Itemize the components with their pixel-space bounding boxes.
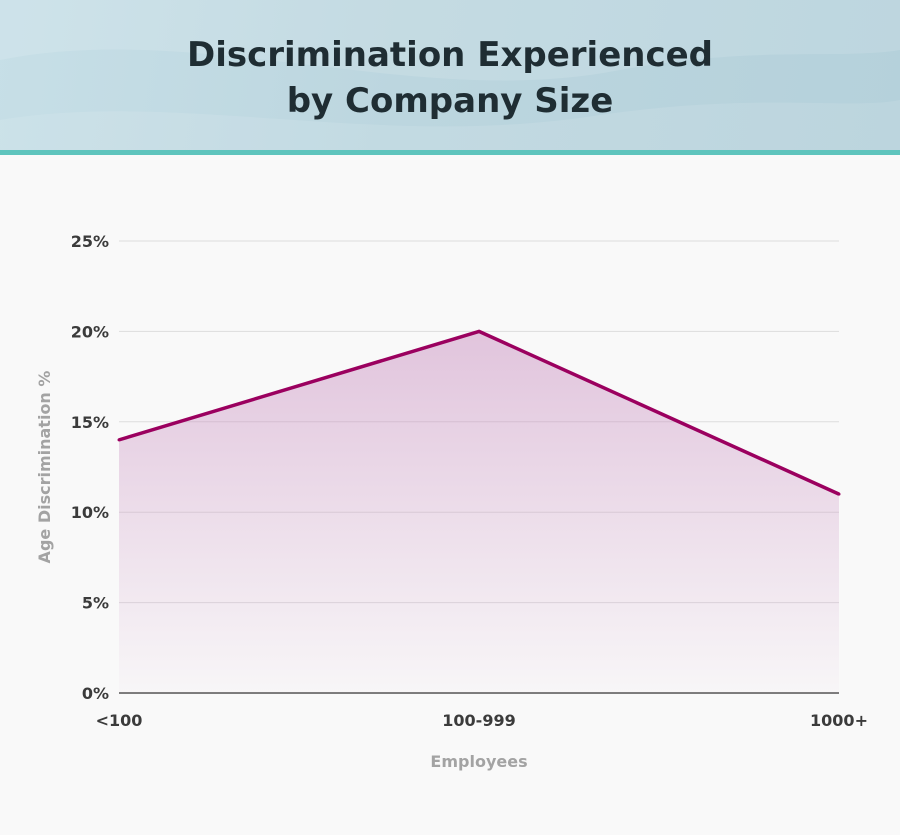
x-axis-ticks: <100 100-999 1000+ — [96, 711, 868, 730]
area-fill — [119, 331, 839, 693]
header-wave-decoration — [0, 0, 900, 150]
y-tick-label: 0% — [82, 684, 109, 703]
header-accent-rule — [0, 150, 900, 155]
x-tick-label: 100-999 — [442, 711, 515, 730]
x-tick-label: 1000+ — [810, 711, 868, 730]
data-point — [117, 438, 121, 442]
y-tick-label: 10% — [71, 503, 109, 522]
y-tick-label: 25% — [71, 232, 109, 251]
x-axis-title: Employees — [430, 752, 527, 771]
y-axis-title: Age Discrimination % — [35, 371, 54, 564]
y-tick-label: 5% — [82, 594, 109, 613]
y-tick-label: 15% — [71, 413, 109, 432]
area-series — [117, 329, 841, 693]
y-tick-label: 20% — [71, 322, 109, 341]
y-axis-ticks: 0% 5% 10% 15% 20% 25% — [71, 232, 109, 703]
page-title: Discrimination Experienced by Company Si… — [0, 32, 900, 124]
title-line-1: Discrimination Experienced — [186, 35, 714, 75]
header-banner: Discrimination Experienced by Company Si… — [0, 0, 900, 150]
title-line-2: by Company Size — [286, 81, 614, 121]
x-tick-label: <100 — [96, 711, 143, 730]
data-point — [837, 492, 841, 496]
data-point — [477, 329, 481, 333]
